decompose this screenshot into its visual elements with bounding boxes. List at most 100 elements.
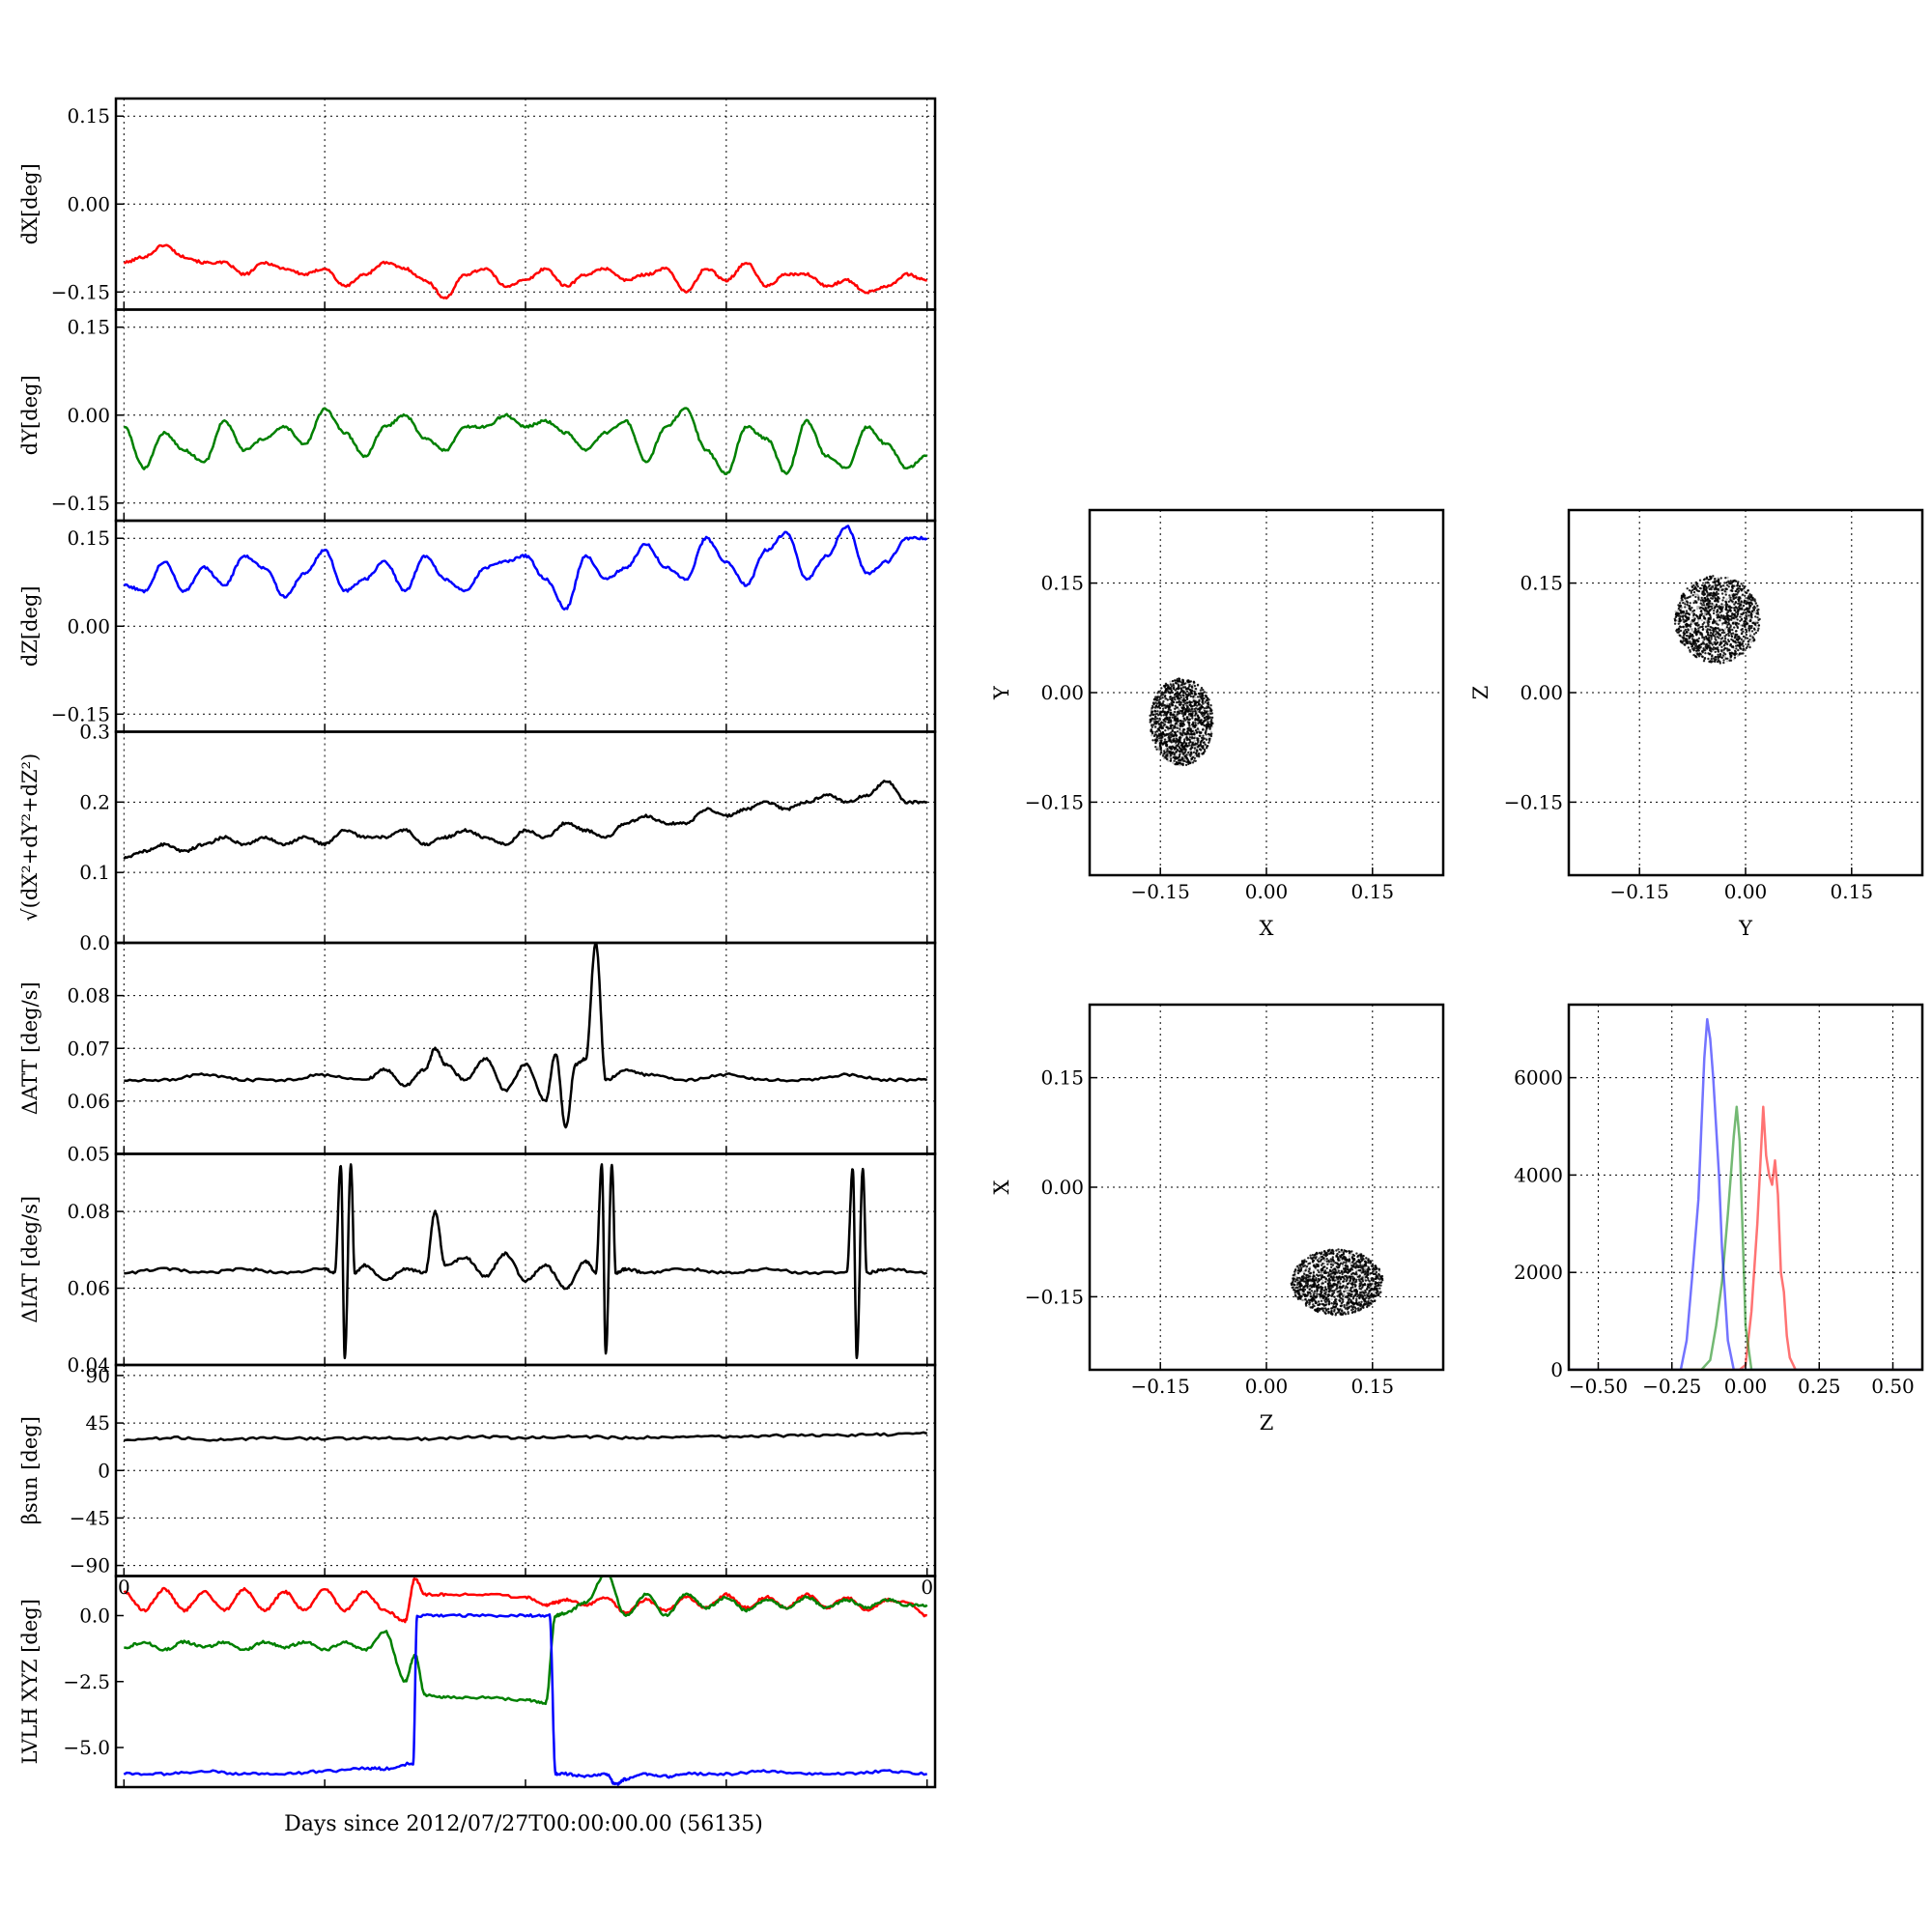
scatter-point-yz-1282 [1735, 644, 1738, 647]
scatter-point-yz-1140 [1701, 599, 1705, 603]
scatter-point-xy-1387 [1190, 729, 1194, 733]
scatter-point-zx-1232 [1312, 1283, 1315, 1287]
scatter-point-xy-1172 [1174, 697, 1177, 701]
scatter-point-yz-909 [1684, 623, 1688, 626]
scatter-point-yz-617 [1702, 641, 1705, 644]
scatter-point-zx-1211 [1369, 1284, 1372, 1288]
scatter-point-xy-391 [1189, 695, 1193, 698]
scatter-point-zx-1031 [1342, 1296, 1346, 1299]
scatter-point-xy-1218 [1160, 726, 1163, 730]
scatter-point-xy-487 [1161, 707, 1165, 710]
scatter-point-xy-11 [1196, 710, 1199, 713]
scatter-point-xy-553 [1165, 753, 1168, 757]
scatter-point-xy-219 [1151, 719, 1155, 723]
scatter-point-xy-753 [1174, 704, 1177, 707]
scatter-point-yz-576 [1711, 602, 1714, 606]
scatter-point-xy-525 [1189, 710, 1192, 713]
scatter-point-xy-1209 [1186, 679, 1189, 682]
scatter-point-xy-1382 [1189, 751, 1193, 753]
panel-mag: 0.30.20.10.0√(dX²+dY²+dZ²) [18, 721, 937, 954]
scatter-point-zx-1190 [1343, 1270, 1347, 1273]
scatter-point-yz-1262 [1728, 648, 1731, 652]
scatter-point-xy-1072 [1198, 698, 1201, 702]
scatter-point-yz-569 [1725, 606, 1728, 609]
scatter-point-zx-755 [1379, 1291, 1382, 1294]
scatter-point-xy-1274 [1169, 733, 1173, 737]
scatter-point-xy-620 [1205, 729, 1208, 732]
scatter-point-zx-1367 [1303, 1285, 1306, 1289]
scatter-point-yz-1379 [1707, 601, 1710, 604]
xtick-label-zx-2: 0.15 [1351, 1375, 1395, 1398]
scatter-point-zx-1373 [1313, 1298, 1316, 1301]
scatter-point-xy-1307 [1183, 692, 1187, 695]
scatter-point-yz-1203 [1736, 654, 1740, 658]
scatter-point-zx-1062 [1331, 1248, 1334, 1252]
scatter-point-yz-622 [1731, 632, 1735, 635]
scatter-point-yz-561 [1730, 638, 1733, 641]
xtick-label-zx-1: 0.00 [1245, 1375, 1289, 1398]
scatter-point-xy-250 [1169, 697, 1172, 701]
scatter-point-xy-1106 [1184, 763, 1188, 767]
scatter-point-zx-678 [1354, 1271, 1358, 1274]
scatter-point-xy-1285 [1174, 755, 1177, 758]
scatter-point-yz-984 [1743, 625, 1747, 628]
scatter-point-yz-757 [1683, 642, 1686, 646]
scatter-point-zx-579 [1378, 1273, 1381, 1277]
scatter-point-yz-1168 [1747, 615, 1751, 619]
scatter-point-xy-552 [1208, 735, 1210, 738]
scatter-point-xy-608 [1169, 759, 1173, 762]
scatter-point-yz-197 [1755, 606, 1759, 610]
scatter-point-xy-1287 [1186, 729, 1190, 732]
plot-area-lvlh [123, 1576, 928, 1786]
scatter-point-xy-389 [1159, 751, 1163, 754]
scatter-point-yz-406 [1702, 604, 1706, 607]
ytick-label-diat-0: 0.08 [67, 1200, 110, 1223]
scatter-point-yz-346 [1723, 653, 1727, 656]
scatter-point-yz-1196 [1719, 611, 1721, 614]
ytick-label-datt-0: 0.08 [67, 984, 110, 1008]
scatter-point-yz-1334 [1750, 602, 1753, 605]
scatter-point-xy-835 [1185, 704, 1188, 707]
scatter-point-yz-850 [1726, 649, 1729, 652]
ytick-label-beta-4: −90 [70, 1554, 110, 1577]
scatter-point-xy-908 [1179, 741, 1182, 744]
scatter-point-xy-1340 [1167, 721, 1170, 724]
scatter-point-zx-1378 [1312, 1264, 1316, 1267]
scatter-point-xy-1333 [1182, 755, 1185, 758]
scatter-point-zx-202 [1318, 1257, 1321, 1260]
ylabel-datt: ΔATT [deg/s] [18, 981, 42, 1115]
scatter-point-yz-255 [1722, 631, 1726, 635]
scatter-point-xy-1383 [1151, 708, 1153, 712]
scatter-point-yz-907 [1679, 605, 1682, 609]
scatter-point-yz-1381 [1722, 617, 1726, 621]
scatter-point-xy-1144 [1176, 681, 1179, 684]
scatter-point-yz-639 [1700, 618, 1704, 622]
scatter-point-zx-394 [1331, 1293, 1334, 1295]
scatter-point-xy-537 [1198, 730, 1201, 733]
scatter-point-zx-1242 [1304, 1297, 1307, 1301]
scatter-point-yz-1121 [1746, 612, 1748, 615]
scatter-point-xy-1044 [1180, 683, 1184, 686]
scatter-point-yz-1291 [1684, 614, 1687, 617]
scatter-point-xy-1338 [1160, 739, 1163, 742]
scatter-point-yz-1209 [1701, 607, 1704, 610]
scatter-point-zx-1081 [1305, 1275, 1308, 1279]
scatter-point-yz-1072 [1683, 611, 1686, 613]
scatter-point-xy-370 [1169, 683, 1173, 686]
scatter-point-zx-1292 [1340, 1277, 1343, 1281]
scatter-point-xy-1260 [1189, 760, 1192, 763]
xtick-label-hist-4: 0.50 [1871, 1375, 1915, 1398]
scatter-point-xy-1323 [1171, 713, 1174, 717]
scatter-point-zx-1290 [1312, 1273, 1315, 1276]
scatter-point-xy-894 [1189, 754, 1192, 757]
scatter-point-yz-1374 [1713, 600, 1717, 603]
scatter-point-yz-981 [1727, 581, 1730, 583]
scatter-point-yz-1013 [1719, 584, 1723, 588]
scatter-point-zx-1314 [1316, 1252, 1319, 1255]
scatter-point-yz-879 [1692, 590, 1696, 594]
scatter-point-yz-1021 [1709, 639, 1712, 643]
scatter-point-xy-1366 [1161, 704, 1164, 707]
scatter-point-yz-900 [1716, 605, 1719, 608]
scatter-point-zx-1365 [1324, 1297, 1328, 1301]
